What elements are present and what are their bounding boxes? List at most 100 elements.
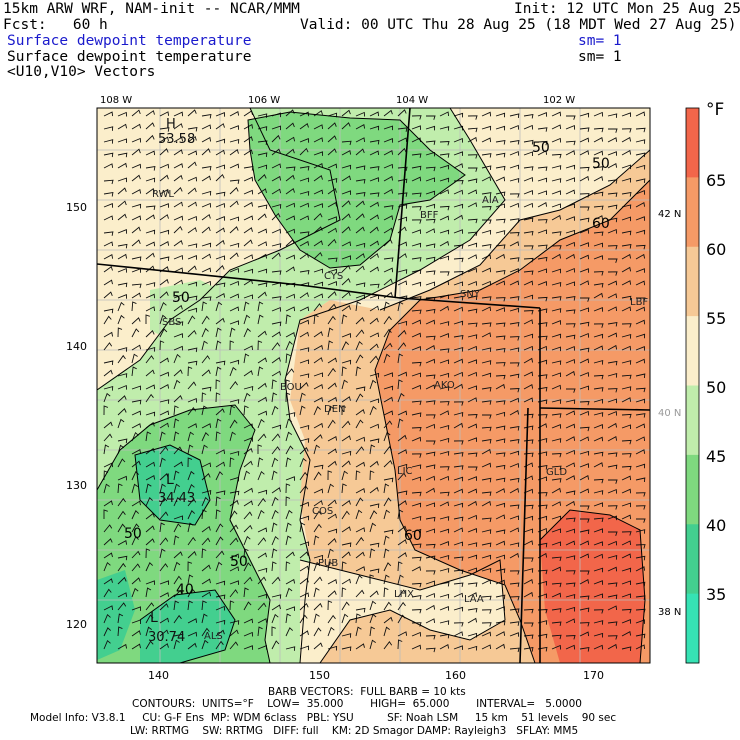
station-labels: RWL BFF AIA CYS SNY LBF SBS BOU AKO DEN … — [152, 189, 648, 642]
wind-barb — [103, 605, 114, 611]
wind-barb — [173, 395, 183, 403]
wind-barb — [355, 137, 366, 143]
wind-barb — [607, 566, 618, 572]
wind-barb — [621, 253, 632, 260]
wind-barb — [481, 609, 492, 614]
wind-barb — [551, 465, 562, 471]
wind-barb — [467, 242, 478, 248]
wind-barb — [635, 644, 646, 650]
wind-barb — [341, 435, 351, 442]
wind-barb — [131, 510, 140, 520]
wind-barb — [299, 438, 310, 443]
wind-barb — [607, 594, 618, 600]
wind-barb — [439, 177, 450, 183]
wind-barb — [607, 163, 618, 169]
wind-barb — [187, 444, 194, 455]
wind-barb — [215, 216, 226, 221]
wind-barb — [201, 253, 212, 260]
wind-barb — [439, 386, 450, 391]
wind-barb — [635, 398, 646, 404]
wind-barb — [187, 227, 197, 234]
wind-barb — [103, 360, 114, 365]
wind-barb — [355, 179, 366, 184]
wind-barb — [285, 496, 291, 507]
wind-barb — [621, 128, 632, 133]
wind-barb — [551, 178, 562, 183]
wind-barb — [579, 150, 590, 156]
wind-barb — [593, 644, 604, 650]
wind-barb — [187, 618, 198, 624]
wind-barb — [621, 453, 632, 458]
wind-barb — [425, 440, 436, 445]
wind-barb — [453, 582, 464, 587]
wind-barb — [523, 345, 534, 351]
wind-barb — [509, 307, 520, 313]
wind-barb — [341, 122, 351, 130]
wind-barb — [439, 164, 450, 170]
model-info-2: LW: RRTMG SW: RRTMG DIFF: full KM: 2D Sm… — [130, 725, 579, 737]
wind-barb — [201, 462, 212, 468]
wind-barb — [481, 280, 492, 286]
wind-barb — [117, 301, 125, 312]
wind-barb — [411, 528, 422, 534]
wind-barb — [145, 431, 152, 442]
wind-barb — [621, 502, 631, 508]
wind-barb — [551, 137, 562, 143]
wind-barb — [481, 254, 492, 260]
wind-barb — [383, 315, 392, 325]
wind-barb — [481, 622, 492, 627]
field-title-3: <U10,V10> Vectors — [7, 64, 156, 80]
wind-barb — [621, 631, 632, 637]
wind-barb — [481, 165, 492, 170]
wind-barb — [397, 342, 407, 351]
wind-barb — [173, 163, 184, 169]
wind-barb — [229, 306, 240, 312]
wind-barb — [551, 478, 562, 483]
wind-barb — [621, 397, 632, 403]
wind-barb — [243, 201, 254, 208]
wind-barb — [131, 423, 142, 429]
wind-barb — [103, 444, 110, 455]
wind-barb — [229, 419, 238, 429]
wind-barb — [187, 243, 198, 248]
wind-barb — [369, 503, 380, 508]
wind-barb — [383, 562, 392, 572]
wind-barb — [173, 187, 183, 195]
wind-barb — [257, 314, 264, 325]
wind-barb — [579, 137, 590, 143]
wind-barb — [482, 219, 492, 224]
wind-barb — [537, 414, 548, 419]
wind-barb — [145, 252, 155, 260]
wind-barb — [117, 540, 128, 546]
wind-barb — [369, 444, 376, 455]
wind-barb — [271, 535, 279, 546]
wind-barb — [579, 505, 590, 510]
wind-barb — [495, 269, 506, 275]
wind-barb — [103, 331, 114, 338]
wind-barb — [579, 321, 590, 327]
wind-barb — [355, 282, 366, 287]
wind-barb — [327, 436, 338, 442]
colorbar-swatch — [686, 524, 699, 595]
wind-barb — [285, 483, 291, 494]
wind-barb — [299, 215, 310, 221]
wind-barb — [635, 346, 646, 351]
smoothing-1: sm= 1 — [578, 33, 622, 49]
wind-barb — [257, 164, 268, 170]
wind-barb — [579, 280, 590, 286]
wind-barb — [173, 149, 183, 156]
wind-barb — [173, 136, 184, 143]
wind-barb — [397, 147, 407, 156]
wind-barb — [131, 123, 142, 130]
wind-barb — [397, 280, 408, 286]
wind-barb — [593, 541, 603, 546]
wind-barb — [397, 204, 408, 209]
wind-barb — [257, 497, 266, 507]
wind-barb — [257, 357, 267, 364]
wind-barb — [565, 635, 576, 640]
wind-barb — [565, 296, 576, 301]
wind-barb — [243, 370, 253, 377]
wind-barb — [481, 111, 492, 117]
wind-barb — [607, 271, 618, 276]
wind-barb — [271, 457, 279, 468]
